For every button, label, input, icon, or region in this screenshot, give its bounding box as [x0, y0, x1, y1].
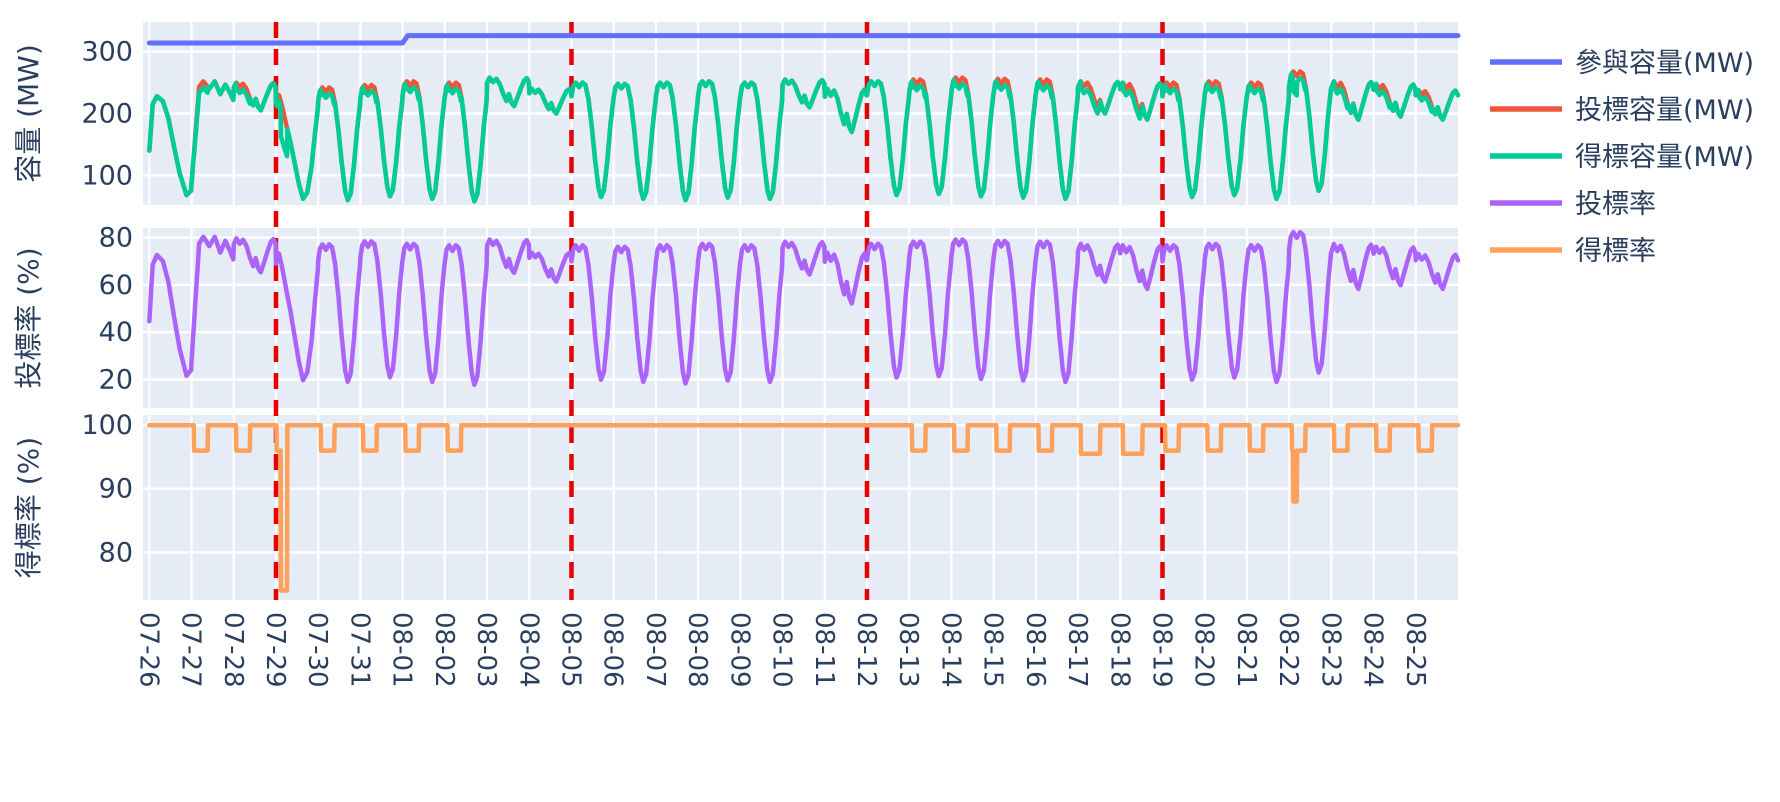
x-tick-label-08-18: 08-18: [1104, 612, 1134, 688]
x-tick-label-08-06: 08-06: [598, 612, 628, 688]
x-tick-label-07-27: 07-27: [176, 612, 206, 688]
trace-bid-rate: [147, 229, 1461, 388]
legend-label-bid-rate: 投標率: [1575, 189, 1656, 220]
x-tick-label-08-01: 08-01: [387, 612, 417, 688]
y-tick-label: 20: [99, 365, 133, 396]
legend-item-awarded-capacity[interactable]: 得標容量(MW): [1490, 142, 1754, 173]
legend-item-award-rate[interactable]: 得標率: [1490, 236, 1656, 267]
x-tick-label-08-07: 08-07: [640, 612, 670, 688]
y-tick-label: 90: [99, 474, 133, 505]
trace-awarded-capacity: [147, 71, 1461, 204]
x-tick-label-08-02: 08-02: [429, 612, 459, 688]
x-tick-label-08-17: 08-17: [1062, 612, 1092, 688]
x-tick-label-07-26: 07-26: [133, 612, 163, 688]
legend-label-participation: 參與容量(MW): [1575, 48, 1754, 79]
y-axis-title-0: 容量 (MW): [12, 44, 45, 183]
legend-item-bid-capacity[interactable]: 投標容量(MW): [1490, 95, 1754, 126]
legend-item-participation[interactable]: 參與容量(MW): [1490, 48, 1754, 79]
x-tick-label-08-13: 08-13: [893, 612, 923, 688]
x-tick-label-08-04: 08-04: [513, 612, 543, 688]
x-tick-label-08-12: 08-12: [851, 612, 881, 688]
x-tick-label-08-09: 08-09: [724, 612, 754, 688]
y-tick-label: 300: [81, 37, 133, 68]
x-tick-label-08-16: 08-16: [1020, 612, 1050, 688]
x-tick-label-08-22: 08-22: [1273, 612, 1303, 688]
y-axis-title-2: 得標率 (%): [12, 437, 45, 578]
x-tick-label-08-25: 08-25: [1400, 612, 1430, 688]
trace-participation-capacity: [146, 33, 1461, 46]
y-tick-label: 200: [81, 99, 133, 130]
x-tick-label-08-10: 08-10: [767, 612, 797, 688]
x-tick-label-08-05: 08-05: [556, 612, 586, 688]
x-tick-label-07-31: 07-31: [344, 612, 374, 688]
legend-label-awarded-capacity: 得標容量(MW): [1575, 142, 1754, 173]
x-tick-label-08-21: 08-21: [1231, 612, 1261, 688]
plot-area-2: [143, 415, 1458, 600]
trace-award-rate: [147, 422, 1461, 593]
y-tick-label: 40: [99, 317, 133, 348]
x-tick-label-07-29: 07-29: [260, 612, 290, 688]
x-tick-label-08-23: 08-23: [1315, 612, 1345, 688]
x-tick-label-08-08: 08-08: [682, 612, 712, 688]
x-tick-label-08-14: 08-14: [935, 612, 965, 688]
x-tick-label-07-28: 07-28: [218, 612, 248, 688]
x-tick-label-08-15: 08-15: [978, 612, 1008, 688]
x-tick-label-08-24: 08-24: [1358, 612, 1388, 688]
y-tick-label: 100: [81, 410, 133, 441]
x-tick-label-08-19: 08-19: [1147, 612, 1177, 688]
x-tick-label-08-20: 08-20: [1189, 612, 1219, 688]
y-tick-label: 80: [99, 222, 133, 253]
legend-item-bid-rate[interactable]: 投標率: [1490, 189, 1656, 220]
x-tick-label-08-11: 08-11: [809, 612, 839, 688]
x-tick-label-07-30: 07-30: [302, 612, 332, 688]
x-tick-label-08-03: 08-03: [471, 612, 501, 688]
y-tick-label: 100: [81, 160, 133, 191]
y-tick-label: 60: [99, 270, 133, 301]
legend-label-bid-capacity: 投標容量(MW): [1575, 95, 1754, 126]
y-axis-title-1: 投標率 (%): [12, 247, 45, 388]
y-tick-label: 80: [99, 537, 133, 568]
legend-label-award-rate: 得標率: [1575, 236, 1656, 267]
